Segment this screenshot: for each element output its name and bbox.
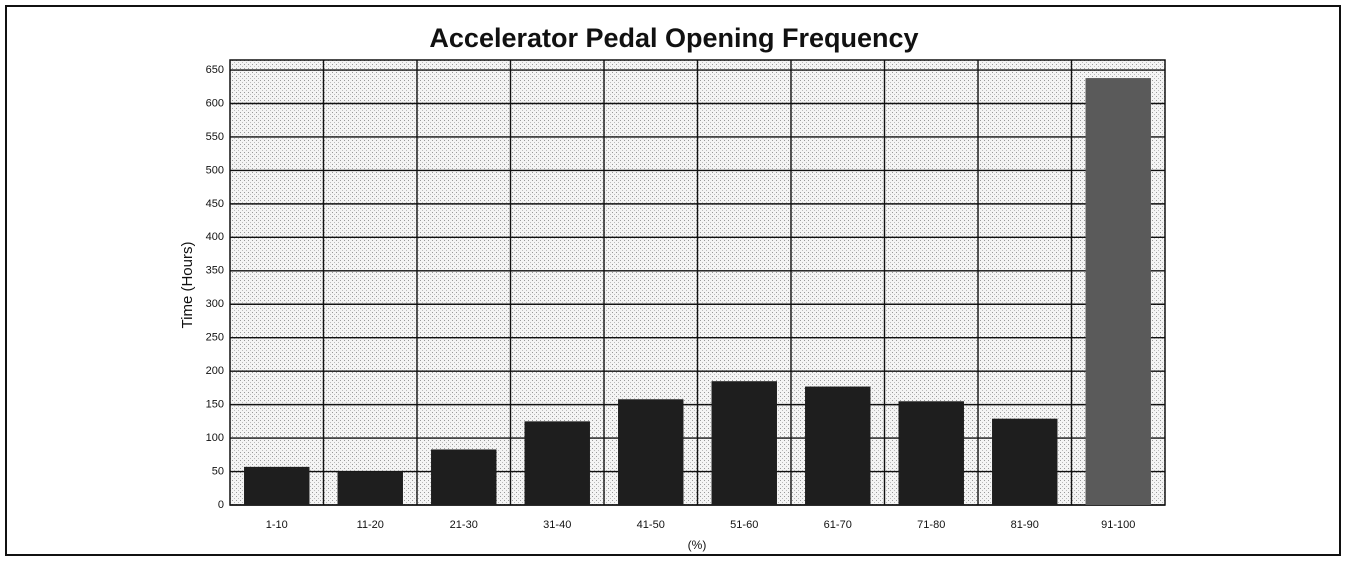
y-tick-label: 150 xyxy=(206,399,224,411)
frame xyxy=(5,5,1341,556)
bar xyxy=(337,471,403,505)
y-tick-label: 550 xyxy=(206,131,224,143)
bar xyxy=(1085,78,1151,505)
y-tick-label: 250 xyxy=(206,332,224,344)
bar xyxy=(618,399,684,505)
y-tick-label: 400 xyxy=(206,231,224,243)
y-tick-label: 50 xyxy=(212,465,224,477)
y-tick-label: 300 xyxy=(206,298,224,310)
y-tick-label: 500 xyxy=(206,164,224,176)
bar xyxy=(244,466,310,505)
bar xyxy=(431,449,497,505)
x-tick-label: 41-50 xyxy=(637,519,665,531)
y-tick-label: 450 xyxy=(206,198,224,210)
x-tick-label: 21-30 xyxy=(450,519,478,531)
x-tick-label: 31-40 xyxy=(543,519,571,531)
x-tick-label: 61-70 xyxy=(824,519,852,531)
bar xyxy=(898,401,964,505)
y-tick-label: 200 xyxy=(206,365,224,377)
chart-title: Accelerator Pedal Opening Frequency xyxy=(429,23,918,53)
y-tick-label: 600 xyxy=(206,97,224,109)
y-tick-label: 350 xyxy=(206,265,224,277)
x-tick-label: 81-90 xyxy=(1011,519,1039,531)
bar xyxy=(711,381,777,505)
x-tick-label: 91-100 xyxy=(1101,519,1135,531)
x-tick-label: 11-20 xyxy=(357,519,384,531)
bar xyxy=(805,386,871,505)
x-axis-label: (%) xyxy=(688,538,707,552)
x-tick-label: 1-10 xyxy=(266,519,288,531)
bar xyxy=(992,418,1058,505)
y-tick-label: 0 xyxy=(218,499,224,511)
x-tick-label: 71-80 xyxy=(917,519,945,531)
y-tick-label: 650 xyxy=(206,64,224,76)
bar xyxy=(524,421,590,505)
y-axis-label: Time (Hours) xyxy=(179,242,196,329)
x-tick-label: 51-60 xyxy=(730,519,758,531)
y-tick-label: 100 xyxy=(206,432,224,444)
